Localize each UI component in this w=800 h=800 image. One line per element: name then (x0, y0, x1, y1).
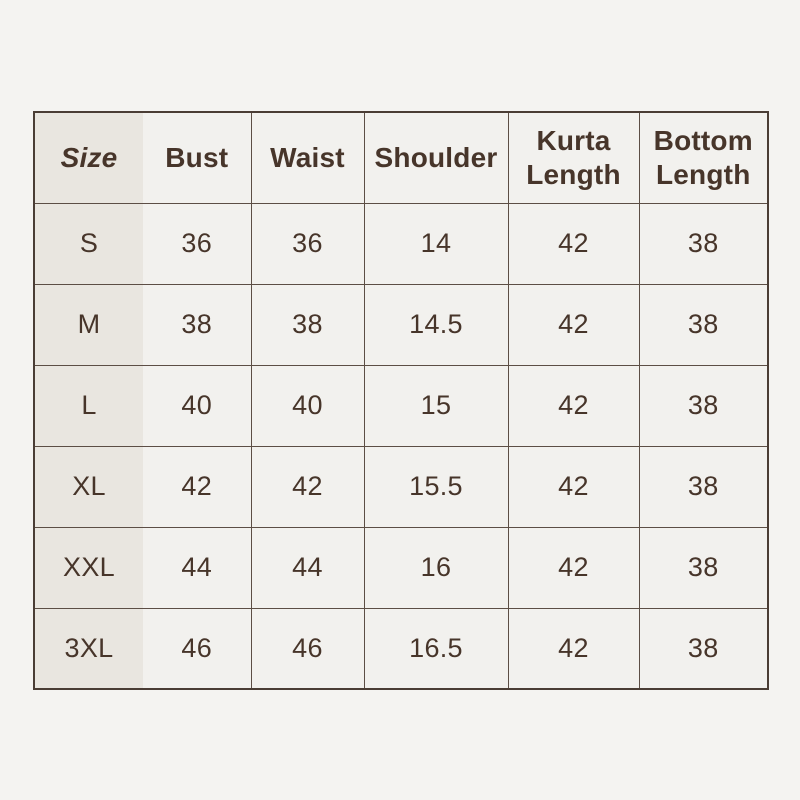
table-row-xl: XL 42 42 15.5 42 38 (33, 445, 769, 528)
cell-shoulder: 16.5 (363, 607, 509, 690)
cell-kurta-length: 42 (507, 364, 640, 447)
header-row: Size Bust Waist Shoulder Kurta Length Bo… (33, 111, 769, 204)
cell-bust: 38 (142, 283, 252, 366)
cell-shoulder: 15 (363, 364, 509, 447)
table-row-xxl: XXL 44 44 16 42 38 (33, 526, 769, 609)
row-label-size: M (33, 283, 143, 366)
cell-kurta-length: 42 (507, 526, 640, 609)
header-cell-bust: Bust (142, 111, 252, 204)
cell-waist: 40 (250, 364, 365, 447)
cell-shoulder: 14.5 (363, 283, 509, 366)
cell-bust: 40 (142, 364, 252, 447)
table-row-m: M 38 38 14.5 42 38 (33, 283, 769, 366)
cell-bust: 44 (142, 526, 252, 609)
table-row-s: S 36 36 14 42 38 (33, 202, 769, 285)
cell-kurta-length: 42 (507, 607, 640, 690)
cell-waist: 42 (250, 445, 365, 528)
cell-kurta-length: 42 (507, 445, 640, 528)
row-label-size: 3XL (33, 607, 143, 690)
header-cell-size: Size (33, 111, 143, 204)
cell-shoulder: 14 (363, 202, 509, 285)
row-label-size: S (33, 202, 143, 285)
cell-bottom-length: 38 (638, 283, 769, 366)
cell-waist: 44 (250, 526, 365, 609)
row-label-size: XXL (33, 526, 143, 609)
cell-bottom-length: 38 (638, 202, 769, 285)
cell-waist: 38 (250, 283, 365, 366)
table-row-l: L 40 40 15 42 38 (33, 364, 769, 447)
cell-waist: 46 (250, 607, 365, 690)
row-label-size: XL (33, 445, 143, 528)
cell-bottom-length: 38 (638, 607, 769, 690)
cell-bust: 42 (142, 445, 252, 528)
header-cell-shoulder: Shoulder (363, 111, 509, 204)
cell-bottom-length: 38 (638, 526, 769, 609)
cell-bottom-length: 38 (638, 445, 769, 528)
cell-shoulder: 15.5 (363, 445, 509, 528)
cell-waist: 36 (250, 202, 365, 285)
size-chart-table: Size Bust Waist Shoulder Kurta Length Bo… (33, 111, 769, 690)
table-row-3xl: 3XL 46 46 16.5 42 38 (33, 607, 769, 690)
header-cell-kurta-length: Kurta Length (507, 111, 640, 204)
row-label-size: L (33, 364, 143, 447)
cell-bust: 36 (142, 202, 252, 285)
cell-kurta-length: 42 (507, 283, 640, 366)
header-cell-bottom-length: Bottom Length (638, 111, 769, 204)
header-cell-waist: Waist (250, 111, 365, 204)
cell-shoulder: 16 (363, 526, 509, 609)
cell-kurta-length: 42 (507, 202, 640, 285)
cell-bust: 46 (142, 607, 252, 690)
cell-bottom-length: 38 (638, 364, 769, 447)
size-chart-container: Size Bust Waist Shoulder Kurta Length Bo… (33, 111, 769, 690)
